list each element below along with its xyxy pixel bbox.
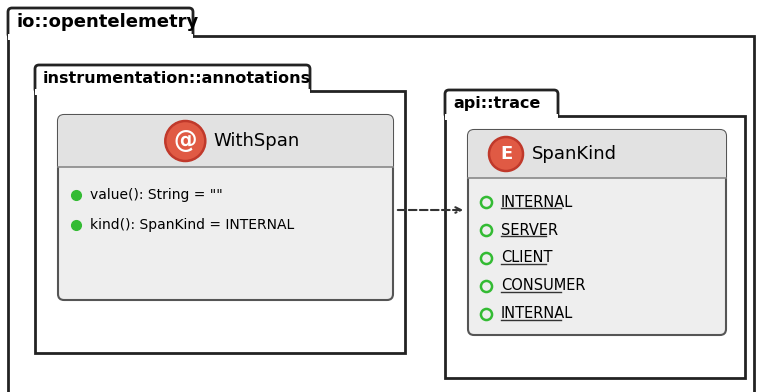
FancyBboxPatch shape <box>8 8 193 38</box>
Text: kind(): SpanKind = INTERNAL: kind(): SpanKind = INTERNAL <box>90 218 294 232</box>
Text: INTERNAL: INTERNAL <box>501 194 573 209</box>
FancyBboxPatch shape <box>445 90 558 118</box>
Text: INTERNAL: INTERNAL <box>501 307 573 321</box>
FancyBboxPatch shape <box>35 65 310 93</box>
Text: E: E <box>500 145 512 163</box>
Bar <box>35 91 405 353</box>
Bar <box>468 170 726 178</box>
Bar <box>58 159 393 167</box>
Text: api::trace: api::trace <box>453 96 540 111</box>
Text: value(): String = "": value(): String = "" <box>90 188 223 202</box>
Text: CONSUMER: CONSUMER <box>501 278 585 294</box>
Bar <box>35 89 310 95</box>
Bar <box>8 34 193 40</box>
FancyBboxPatch shape <box>468 130 726 178</box>
Circle shape <box>165 121 205 161</box>
Text: io::opentelemetry: io::opentelemetry <box>16 13 198 31</box>
FancyBboxPatch shape <box>58 115 393 167</box>
Text: instrumentation::annotations: instrumentation::annotations <box>43 71 311 85</box>
Bar <box>445 114 558 120</box>
Text: SpanKind: SpanKind <box>532 145 617 163</box>
FancyBboxPatch shape <box>468 130 726 335</box>
Text: @: @ <box>174 129 197 153</box>
FancyBboxPatch shape <box>58 115 393 300</box>
Text: WithSpan: WithSpan <box>213 132 299 150</box>
Bar <box>445 116 745 378</box>
Text: SERVER: SERVER <box>501 223 558 238</box>
Circle shape <box>489 137 523 171</box>
Text: CLIENT: CLIENT <box>501 250 552 265</box>
